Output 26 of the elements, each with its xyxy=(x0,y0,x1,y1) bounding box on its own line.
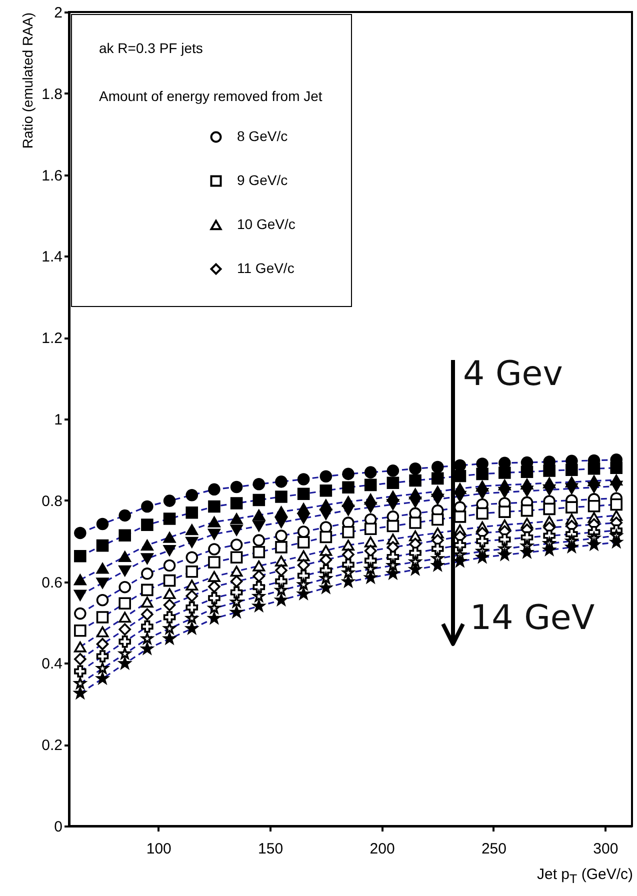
annotation: 4 Gev xyxy=(463,354,563,394)
annotation: ak R=0.3 PF jets xyxy=(99,40,203,56)
x-axis-title: Jet p$_{T}$ (GeV/c) xyxy=(536,866,633,886)
legend-title: Amount of energy removed from Jet xyxy=(99,88,322,104)
y-axis-title: Ratio (emulated RAA) xyxy=(20,12,36,149)
y-tick-label: 1 xyxy=(54,412,62,428)
y-tick-label: 0 xyxy=(54,818,62,836)
y-tick-label: 0.2 xyxy=(42,737,62,754)
y-tick-label: 0.8 xyxy=(42,492,62,510)
y-tick-label: 2 xyxy=(54,4,62,22)
y-tick-label: 1.6 xyxy=(42,167,62,184)
x-tick-label: 100 xyxy=(146,840,172,858)
annotation: 14 GeV xyxy=(470,598,595,638)
x-tick-label: 250 xyxy=(481,840,506,858)
legend-label: 9 GeV/c xyxy=(237,172,288,188)
x-tick-label: 200 xyxy=(370,840,395,858)
legend-label: 11 GeV/c xyxy=(237,260,294,276)
x-tick-label: 150 xyxy=(258,840,284,858)
legend-label: 8 GeV/c xyxy=(237,128,288,144)
x-tick-label: 300 xyxy=(593,840,618,858)
y-tick-label: 1.4 xyxy=(42,248,62,266)
y-tick-label: 0.6 xyxy=(42,574,62,592)
y-tick-label: 0.4 xyxy=(42,656,62,673)
y-tick-label: 1.8 xyxy=(42,86,62,103)
legend-label: 10 GeV/c xyxy=(237,216,296,232)
y-tick-label: 1.2 xyxy=(42,330,62,348)
